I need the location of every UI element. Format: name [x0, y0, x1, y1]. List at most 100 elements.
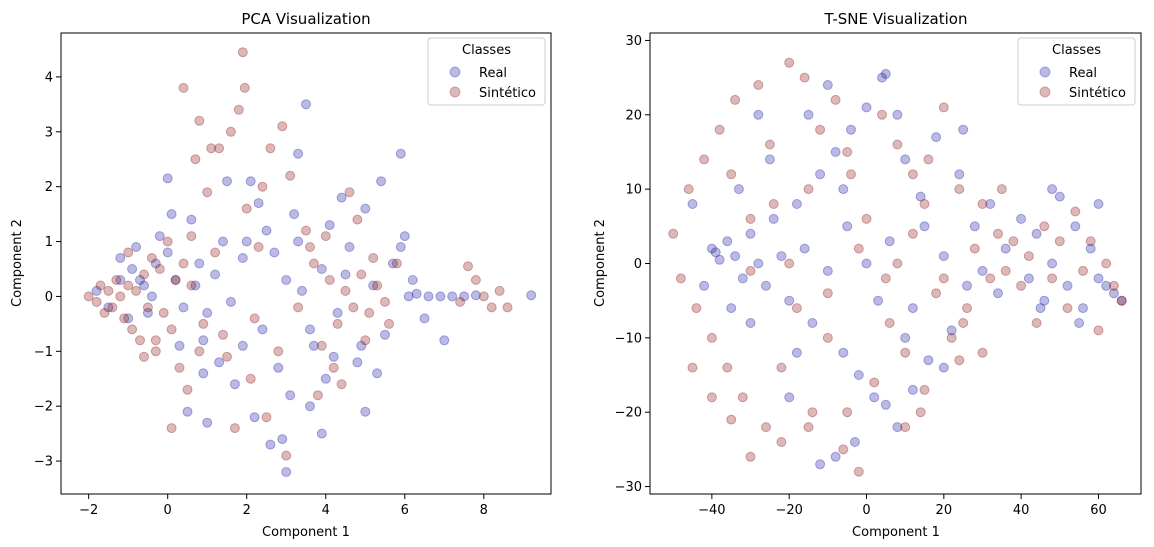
tsne-point-real [830, 451, 841, 462]
pca-point-real [273, 362, 284, 373]
tsne-point-real [954, 169, 965, 180]
tsne-point-sintetico [919, 384, 930, 395]
tsne-point-real [907, 303, 918, 314]
tsne-chart: T-SNE Visualization −40 −20 0 20 40 60 −30 −20… [593, 10, 1142, 540]
pca-point-real [186, 214, 197, 225]
pca-point-sintetico [150, 346, 161, 357]
tsne-point-sintetico [1039, 221, 1050, 232]
tsne-point-real [745, 228, 756, 239]
pca-point-real [123, 313, 134, 324]
tsne-point-sintetico [900, 347, 911, 358]
pca-y-tick-label: −3 [34, 455, 53, 470]
tsne-y-ticks: −30 −20 −10 0 10 20 30 [615, 34, 650, 495]
tsne-point-sintetico [830, 94, 841, 105]
tsne-point-real [1054, 191, 1065, 202]
tsne-legend-title: Classes [1052, 43, 1101, 58]
pca-point-sintetico [146, 253, 157, 263]
pca-point-sintetico [166, 423, 177, 434]
pca-point-real [131, 242, 142, 252]
pca-point-sintetico [470, 275, 481, 285]
pca-y-tick-label: 2 [45, 180, 53, 195]
tsne-point-real [1000, 243, 1011, 254]
pca-point-sintetico [253, 242, 264, 252]
pca-point-real [289, 209, 300, 220]
tsne-point-sintetico [838, 444, 849, 455]
pca-point-sintetico [502, 302, 513, 313]
pca-point-real [423, 291, 434, 302]
pca-point-sintetico [194, 346, 205, 357]
tsne-point-sintetico [807, 407, 818, 418]
pca-y-axis-label: Component 2 [10, 219, 25, 307]
tsne-x-tick-label: 0 [862, 503, 870, 518]
tsne-point-sintetico [687, 362, 698, 373]
tsne-point-real [938, 251, 949, 262]
tsne-x-tick-label: 20 [936, 503, 953, 518]
tsne-point-sintetico [784, 57, 795, 68]
tsne-plot-area [668, 57, 1127, 477]
tsne-point-real [861, 258, 872, 269]
pca-point-real [285, 390, 296, 401]
tsne-point-real [714, 254, 725, 265]
tsne-point-real [1093, 273, 1104, 284]
tsne-point-sintetico [761, 422, 771, 433]
pca-point-real [127, 264, 138, 274]
tsne-point-real [1016, 213, 1027, 224]
tsne-point-real [938, 362, 949, 373]
pca-point-sintetico [103, 285, 114, 296]
pca-point-real [214, 357, 225, 368]
tsne-point-real [815, 459, 826, 470]
pca-point-sintetico [281, 450, 292, 461]
tsne-point-sintetico [714, 124, 725, 135]
pca-point-sintetico [316, 340, 327, 351]
pca-point-real [166, 209, 177, 220]
pca-x-tick-label: −2 [79, 503, 98, 518]
tsne-y-axis-label: Component 2 [593, 219, 608, 307]
pca-point-real [324, 220, 335, 231]
pca-point-real [376, 176, 387, 187]
pca-point-real [407, 275, 418, 285]
pca-point-sintetico [186, 231, 197, 242]
tsne-point-real [915, 191, 926, 202]
tsne-point-real [1078, 303, 1088, 314]
tsne-y-tick-label: 0 [634, 257, 642, 272]
pca-point-real [210, 269, 221, 280]
tsne-legend-sintetico-label: Sintético [1069, 86, 1126, 101]
pca-point-real [281, 275, 292, 285]
tsne-point-real [784, 295, 795, 306]
pca-point-sintetico [91, 296, 102, 307]
tsne-point-sintetico [730, 94, 741, 105]
pca-y-tick-label: 3 [45, 125, 53, 140]
tsne-point-real [919, 221, 930, 232]
tsne-point-sintetico [753, 80, 764, 90]
pca-point-real [182, 406, 193, 417]
tsne-point-sintetico [706, 332, 717, 343]
tsne-point-real [838, 184, 849, 195]
tsne-point-real [861, 102, 872, 113]
tsne-point-real [722, 236, 733, 247]
pca-point-sintetico [332, 318, 343, 329]
pca-point-real [301, 99, 311, 110]
tsne-point-real [761, 280, 771, 291]
pca-point-real [198, 335, 209, 346]
tsne-point-sintetico [938, 273, 949, 284]
pca-point-sintetico [139, 351, 149, 362]
pca-point-sintetico [186, 280, 197, 291]
pca-point-real [411, 288, 422, 299]
tsne-point-sintetico [977, 199, 988, 209]
tsne-point-sintetico [907, 228, 918, 239]
tsne-y-tick-label: 20 [625, 108, 642, 123]
tsne-point-sintetico [938, 102, 949, 113]
pca-point-real [142, 307, 153, 318]
tsne-point-sintetico [915, 407, 926, 418]
pca-point-real [336, 192, 347, 203]
pca-point-sintetico [239, 82, 250, 93]
pca-point-real [253, 198, 264, 209]
tsne-point-sintetico [919, 199, 930, 209]
pca-point-sintetico [336, 379, 347, 390]
pca-point-sintetico [312, 390, 323, 401]
pca-point-real [320, 373, 331, 384]
tsne-point-real [776, 251, 787, 262]
tsne-point-real [969, 221, 980, 232]
tsne-point-sintetico [683, 184, 694, 195]
